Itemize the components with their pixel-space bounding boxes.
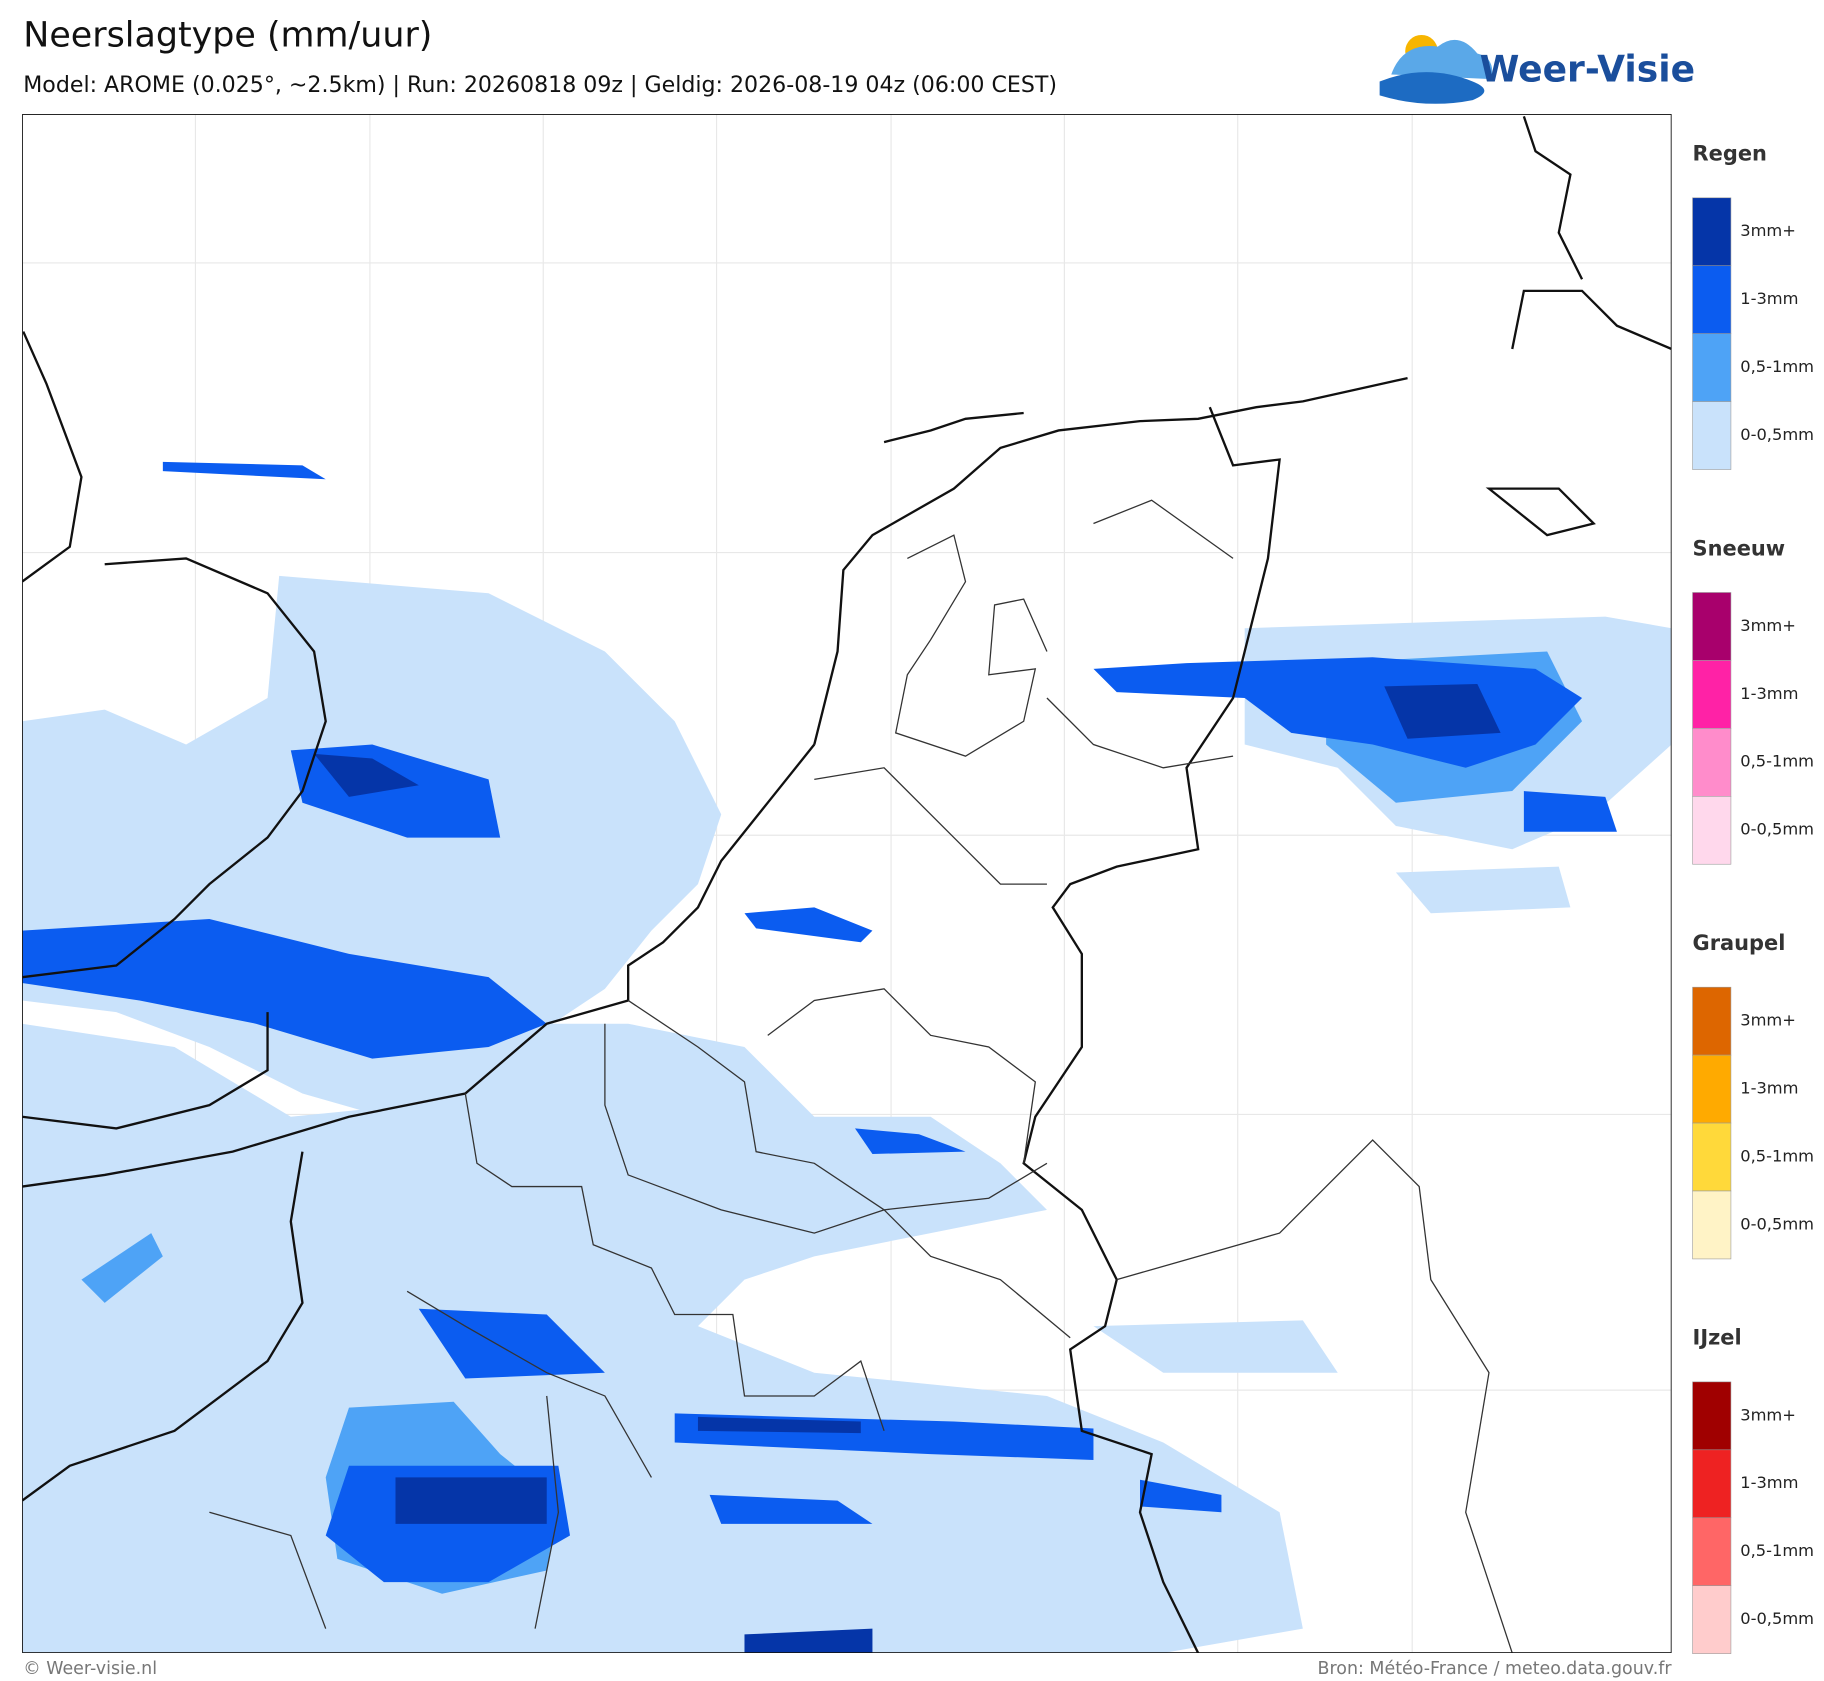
title: Neerslagtype (mm/uur): [23, 16, 432, 56]
legend-label: 1-3mm: [1740, 1079, 1798, 1098]
legend-swatch: [1692, 986, 1732, 1056]
legend-swatch: [1692, 1381, 1732, 1451]
legend-swatch: [1692, 592, 1732, 661]
legend-label: 0,5-1mm: [1740, 1541, 1814, 1560]
legend-label: 1-3mm: [1740, 289, 1798, 308]
legend-label: 3mm+: [1740, 1011, 1796, 1030]
legend-label: 0-0,5mm: [1740, 425, 1814, 444]
legend: Regen 3mm+ 1-3mm 0,5-1mm 0-0,5mm Sneeuw 3mm+ 1-…: [1692, 142, 1814, 1654]
legend-label: 0,5-1mm: [1740, 357, 1814, 376]
legend-label: 0,5-1mm: [1740, 1146, 1814, 1165]
legend-label: 0-0,5mm: [1740, 1214, 1814, 1233]
borders: [209, 499, 1513, 1654]
map: [22, 114, 1672, 1654]
legend-swatch: [1692, 1054, 1732, 1124]
legend-label: 3mm+: [1740, 616, 1796, 635]
rain-intense: [314, 684, 1501, 1654]
legend-swatch: [1692, 1585, 1732, 1654]
footer-left: © Weer-visie.nl: [23, 1659, 157, 1679]
logo: Weer-Visie: [1379, 34, 1695, 104]
legend-swatch: [1692, 1190, 1732, 1260]
legend-label: 0-0,5mm: [1740, 1609, 1814, 1628]
subtitle: Model: AROME (0.025°, ~2.5km) | Run: 202…: [23, 72, 1057, 98]
legend-label: 0,5-1mm: [1740, 752, 1814, 771]
footer-right: Bron: Météo-France / meteo.data.gouv.fr: [1318, 1659, 1673, 1679]
legend-label: 0-0,5mm: [1740, 820, 1814, 839]
legend-label: 1-3mm: [1740, 684, 1798, 703]
legend-swatch: [1692, 333, 1732, 402]
legend-title: Graupel: [1693, 931, 1786, 955]
legend-swatch: [1692, 1449, 1732, 1519]
legend-label: 1-3mm: [1740, 1473, 1798, 1492]
legend-title: Sneeuw: [1693, 536, 1786, 560]
logo-text: Weer-Visie: [1480, 48, 1695, 90]
legend-label: 3mm+: [1740, 221, 1796, 240]
legend-swatch: [1692, 660, 1732, 729]
legend-label: 3mm+: [1740, 1405, 1796, 1424]
legend-swatch: [1692, 401, 1732, 470]
legend-title: Regen: [1693, 142, 1767, 166]
legend-title: IJzel: [1693, 1326, 1742, 1350]
legend-swatch: [1692, 728, 1732, 797]
legend-swatch: [1692, 1517, 1732, 1586]
legend-swatch: [1692, 1122, 1732, 1192]
legend-swatch: [1692, 265, 1732, 334]
legend-swatch: [1692, 796, 1732, 865]
legend-swatch: [1692, 197, 1732, 267]
